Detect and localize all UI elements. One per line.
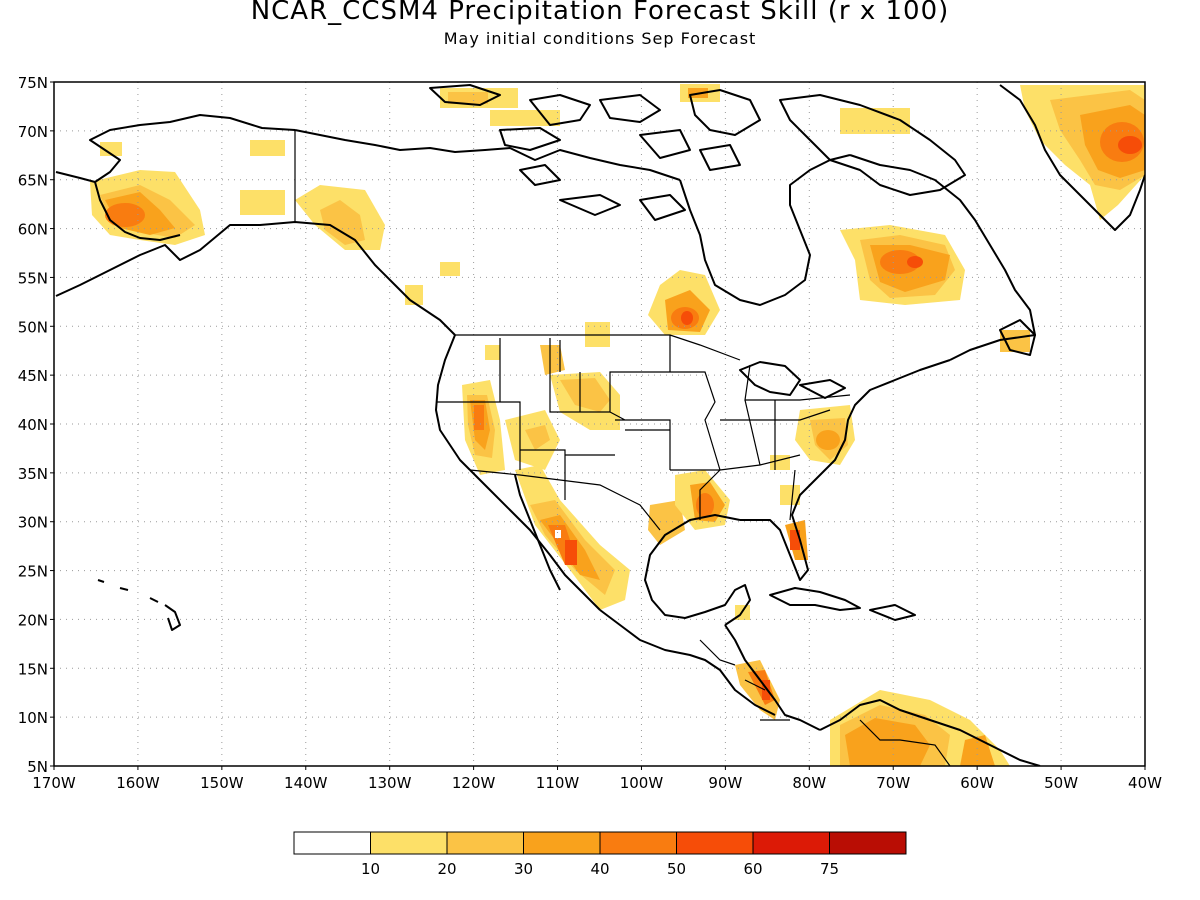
coastline-gulf-of-mexico — [644, 514, 751, 626]
lon-tick-label: 170W — [32, 774, 76, 792]
axis-ticks: 75N 70N 65N 60N 55N 50N 45N 40N 35N 30N 25N 20N 15N 1… — [18, 74, 1162, 792]
colorbar-swatch — [829, 831, 907, 855]
lat-tick-label: 60N — [18, 221, 48, 239]
coastline-hawaii — [97, 579, 181, 631]
border-us-mexico — [469, 469, 661, 531]
coastlines — [55, 84, 1145, 766]
political-boundaries — [294, 130, 951, 766]
colorbar-swatch — [599, 831, 677, 855]
skill-shading — [90, 84, 1145, 766]
lon-tick-label: 120W — [452, 774, 496, 792]
colorbar-swatch — [752, 831, 830, 855]
graticule — [54, 82, 1145, 766]
lon-tick-label: 160W — [116, 774, 160, 792]
lat-tick-label: 55N — [18, 269, 48, 287]
lon-tick-label: 110W — [536, 774, 580, 792]
colorbar-label: 10 — [361, 860, 380, 878]
coastline-cuba — [769, 587, 861, 611]
lon-tick-label: 150W — [200, 774, 244, 792]
coastline-hudson-bay — [679, 154, 851, 306]
lat-tick-label: 35N — [18, 465, 48, 483]
colorbar-swatch — [446, 831, 524, 855]
lat-tick-label: 10N — [18, 709, 48, 727]
colorbar-swatch — [676, 831, 754, 855]
lon-tick-label: 130W — [368, 774, 412, 792]
lon-tick-label: 140W — [284, 774, 328, 792]
colorbar-swatch — [370, 831, 448, 855]
colorbar-swatch — [523, 831, 601, 855]
coastline-alaska — [55, 221, 456, 336]
coastline-us-pacific — [435, 334, 471, 471]
lon-tick-label: 40W — [1128, 774, 1162, 792]
colorbar-label: 40 — [590, 860, 609, 878]
lon-tick-label: 50W — [1044, 774, 1078, 792]
lat-tick-label: 45N — [18, 367, 48, 385]
coastline-baffin-island — [779, 94, 966, 196]
coastline-great-lakes — [739, 361, 801, 396]
colorbar-label: 30 — [514, 860, 533, 878]
map-subtitle: May initial conditions Sep Forecast — [443, 29, 757, 48]
colorbar: 10 20 30 40 50 60 75 — [293, 831, 907, 878]
colorbar-label: 60 — [743, 860, 762, 878]
coastline-south-america — [819, 699, 1041, 766]
lat-tick-label: 5N — [27, 758, 48, 776]
lat-tick-label: 50N — [18, 318, 48, 336]
lat-tick-label: 70N — [18, 123, 48, 141]
lat-tick-label: 40N — [18, 416, 48, 434]
colorbar-swatch — [293, 831, 371, 855]
lat-tick-label: 20N — [18, 611, 48, 629]
lon-tick-label: 80W — [792, 774, 826, 792]
lat-tick-label: 75N — [18, 74, 48, 92]
lat-tick-label: 15N — [18, 660, 48, 678]
lon-tick-label: 100W — [620, 774, 664, 792]
coastline-newfoundland — [999, 319, 1036, 356]
coastline-greenland — [999, 84, 1145, 231]
colorbar-label: 20 — [437, 860, 456, 878]
lon-tick-label: 70W — [876, 774, 910, 792]
lon-tick-label: 60W — [960, 774, 994, 792]
lat-tick-label: 25N — [18, 563, 48, 581]
colorbar-label: 50 — [667, 860, 686, 878]
lon-tick-label: 90W — [708, 774, 742, 792]
map-title: NCAR_CCSM4 Precipitation Forecast Skill … — [250, 0, 950, 26]
lat-tick-label: 30N — [18, 514, 48, 532]
colorbar-label: 75 — [820, 860, 839, 878]
lat-tick-label: 65N — [18, 172, 48, 190]
border-us-canada — [455, 334, 741, 361]
